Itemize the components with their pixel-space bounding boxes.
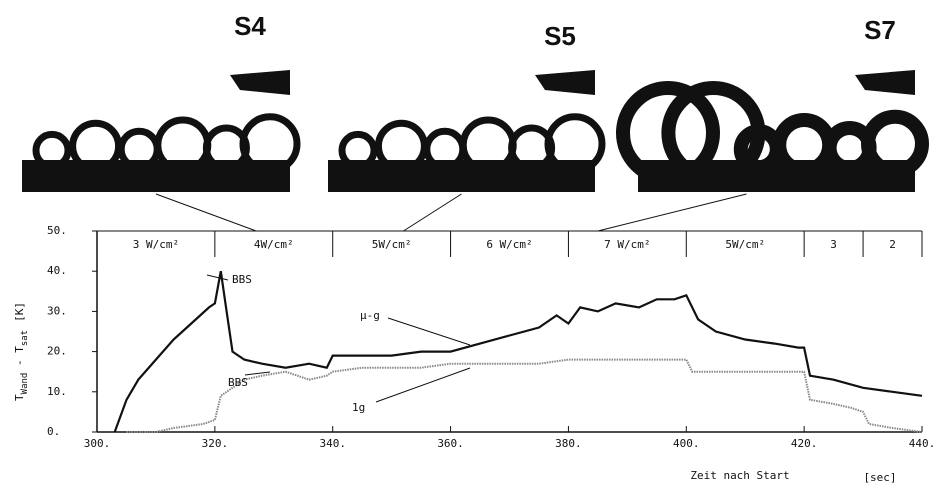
leader: [375, 367, 471, 403]
series-line: [126, 358, 923, 433]
band-label: 6 W/cm²: [486, 238, 532, 251]
y-tick-label: 20.: [47, 345, 67, 358]
photo-label: S5: [544, 21, 576, 51]
photo-floor: [22, 160, 290, 192]
y-axis-label-part: [K]: [13, 302, 26, 322]
series-line: [113, 271, 923, 433]
band-label: 3: [830, 238, 837, 251]
photo: [328, 70, 606, 192]
photo-connector: [597, 193, 747, 232]
photo-label: S7: [864, 15, 896, 45]
y-axis-label-part: - T: [13, 346, 26, 373]
annotation: BBS: [228, 376, 248, 389]
band-label: 4W/cm²: [254, 238, 294, 251]
bubble: [239, 113, 301, 175]
bubble: [32, 130, 72, 170]
photo-connector: [155, 193, 257, 232]
x-axis-label: Zeit nach Start: [690, 469, 789, 482]
y-axis-label-part: Wand: [20, 373, 30, 395]
band-label: 2: [889, 238, 896, 251]
y-tick-label: 50.: [47, 224, 67, 237]
photo-connector: [403, 193, 462, 232]
photo: [22, 70, 301, 192]
photo-floor: [328, 160, 595, 192]
x-tick-label: 300.: [84, 437, 111, 450]
y-axis-label: TWand - Tsat [K]: [13, 302, 30, 401]
vapor: [855, 70, 915, 95]
vapor: [230, 70, 290, 95]
x-tick-label: 320.: [202, 437, 229, 450]
leader: [387, 317, 471, 346]
x-tick-label: 420.: [791, 437, 818, 450]
y-axis-label-part: T: [13, 394, 26, 401]
photo-label: S4: [234, 11, 266, 41]
y-tick-label: 0.: [47, 425, 60, 438]
x-tick-label: 360.: [437, 437, 464, 450]
bubble: [616, 81, 720, 185]
band-label: 3 W/cm²: [133, 238, 179, 251]
band-label: 5W/cm²: [372, 238, 412, 251]
series-label: μ-g: [360, 309, 380, 322]
bubble: [861, 109, 929, 178]
band-label: 7 W/cm²: [604, 238, 650, 251]
y-tick-label: 30.: [47, 304, 67, 317]
annotation: BBS: [232, 273, 252, 286]
photo: [616, 70, 929, 192]
series-label: 1g: [352, 401, 365, 414]
x-tick-label: 400.: [673, 437, 700, 450]
leader: [206, 274, 229, 281]
bubble: [338, 130, 378, 170]
y-tick-label: 10.: [47, 385, 67, 398]
leader: [244, 371, 271, 376]
x-axis-unit: [sec]: [863, 471, 896, 484]
bubble: [544, 113, 606, 175]
y-axis-label-part: sat: [20, 330, 30, 346]
vapor: [535, 70, 595, 95]
band-label: 5W/cm²: [725, 238, 765, 251]
y-tick-label: 40.: [47, 264, 67, 277]
x-tick-label: 340.: [319, 437, 346, 450]
x-tick-label: 380.: [555, 437, 582, 450]
x-tick-label: 440.: [909, 437, 936, 450]
